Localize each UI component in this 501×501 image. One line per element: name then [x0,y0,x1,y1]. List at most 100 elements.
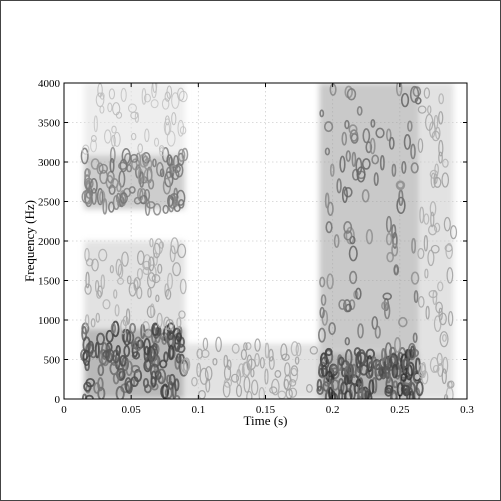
texture-mark [288,379,297,387]
texture-mark [251,379,259,396]
texture-mark [381,348,387,362]
texture-mark [421,361,427,379]
texture-mark [196,348,203,359]
texture-mark [365,348,376,360]
texture-mark [384,365,390,379]
texture-mark [438,139,444,157]
texture-mark [438,151,443,164]
texture-mark [437,281,444,292]
texture-mark [162,204,169,215]
texture-mark [388,136,395,150]
y-tick-label: 3000 [38,157,61,169]
texture-mark [163,316,171,331]
y-tick-label: 1500 [38,276,61,288]
texture-mark [215,336,222,353]
texture-mark [434,163,439,176]
texture-mark [177,119,185,137]
texture-mark [345,226,355,245]
texture-mark [166,330,175,341]
texture-mark [112,102,121,116]
texture-mark [99,190,106,205]
texture-mark [259,357,265,369]
texture-mark [204,366,213,381]
texture-mark [124,377,133,393]
texture-mark [398,189,404,206]
texture-mark [347,363,355,380]
texture-mark [401,358,411,368]
texture-mark [349,235,356,245]
texture-mark [115,385,125,399]
texture-mark [166,130,176,147]
texture-mark [417,248,425,260]
texture-mark [112,194,120,211]
texture-mark [309,346,318,355]
texture-mark [102,299,111,310]
texture-mark [96,187,104,206]
texture-mark [396,181,405,189]
intensity-region [419,83,454,399]
texture-mark [133,277,141,290]
texture-mark [429,356,439,373]
texture-mark [340,381,348,395]
texture-mark [93,382,101,394]
texture-mark [348,124,358,135]
texture-mark [269,386,278,394]
texture-mark [351,151,357,167]
texture-mark [175,332,183,343]
texture-mark [415,380,424,397]
texture-mark [182,357,191,372]
texture-mark [166,154,173,166]
texture-mark [223,378,233,388]
texture-mark [164,283,169,297]
texture-mark [164,386,173,399]
texture-mark [322,381,330,392]
texture-mark [386,251,394,263]
texture-mark [177,243,187,259]
y-axis: 0 500 1000 1500 2000 2500 3000 3500 4000 [38,78,467,406]
texture-mark [111,134,116,147]
texture-mark [150,370,158,387]
texture-mark [443,216,451,232]
texture-mark [446,267,454,284]
texture-mark [385,232,393,246]
texture-mark [168,194,178,209]
y-tick-label: 4000 [38,78,61,90]
texture-mark [365,228,374,245]
texture-mark [344,337,351,346]
texture-mark [379,155,385,171]
texture-mark [417,138,424,153]
texture-mark [154,137,160,147]
texture-mark [159,168,165,178]
texture-mark [143,337,151,356]
texture-mark [150,99,159,109]
texture-mark [294,356,300,365]
texture-mark [441,368,447,385]
texture-mark [151,322,160,336]
texture-mark [385,215,392,233]
texture-mark [328,322,336,336]
texture-mark [95,92,105,108]
texture-mark [176,317,182,329]
texture-mark [116,277,125,285]
texture-mark [243,376,251,393]
texture-mark [345,303,352,313]
texture-mark [319,276,326,288]
texture-mark [441,172,450,188]
texture-mark [431,130,440,142]
texture-mark [375,127,385,139]
texture-mark [125,360,133,377]
texture-mark [336,178,342,194]
texture-mark [290,341,299,357]
texture-mark [177,148,186,162]
texture-mark [231,343,240,354]
texture-mark [441,333,447,342]
texture-mark [130,111,139,120]
texture-mark [410,345,416,359]
texture-mark [346,87,357,101]
texture-mark [128,282,137,297]
texture-mark [400,92,410,108]
texture-mark [174,163,184,178]
texture-mark [114,304,120,317]
texture-mark [318,327,326,343]
texture-mark [445,386,454,399]
